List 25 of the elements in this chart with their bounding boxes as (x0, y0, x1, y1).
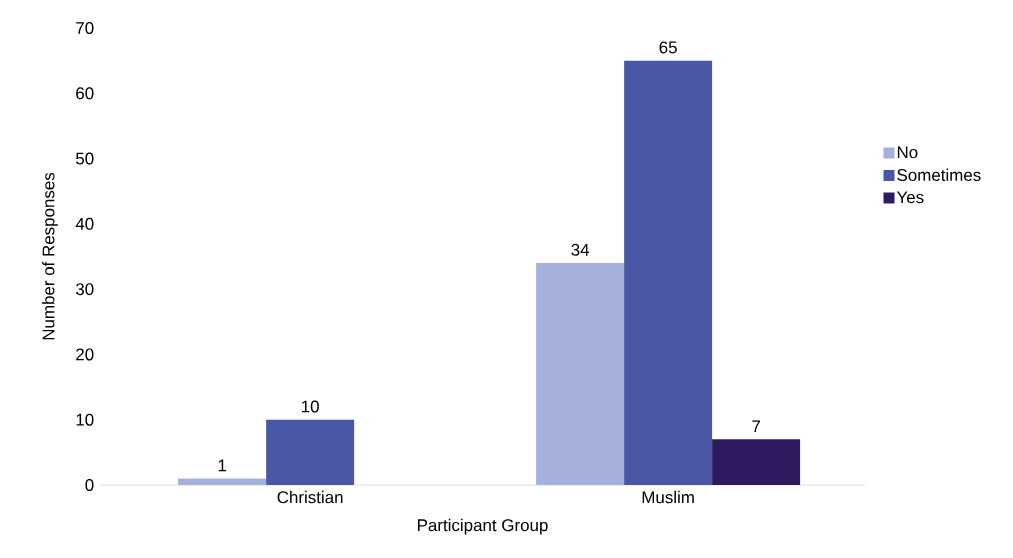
bar (266, 419, 355, 485)
legend-label: No (897, 146, 918, 159)
y-axis-title: Number of Responses (42, 172, 58, 340)
data-label: 7 (752, 420, 760, 433)
bar (536, 263, 625, 485)
bar (624, 60, 713, 485)
data-label: 34 (571, 243, 590, 256)
y-tick-label: 40 (75, 217, 94, 230)
y-tick-label: 10 (76, 413, 94, 426)
bar (178, 478, 267, 485)
y-tick-label: 20 (76, 348, 94, 361)
legend-label: Yes (896, 191, 924, 204)
bar (712, 439, 801, 485)
x-tick-label: Muslim (642, 490, 694, 504)
data-label: 1 (218, 459, 227, 472)
y-tick-label: 50 (76, 152, 94, 165)
data-label: 65 (659, 41, 677, 54)
legend-label: Sometimes (897, 168, 981, 182)
x-axis-title: Participant Group (418, 518, 548, 535)
x-tick-label: Christian (277, 490, 343, 504)
y-tick-label: 30 (75, 283, 94, 296)
y-tick-label: 0 (85, 478, 94, 491)
data-label: 10 (302, 400, 319, 413)
y-tick-label: 70 (76, 21, 94, 34)
y-tick-label: 60 (76, 87, 94, 100)
